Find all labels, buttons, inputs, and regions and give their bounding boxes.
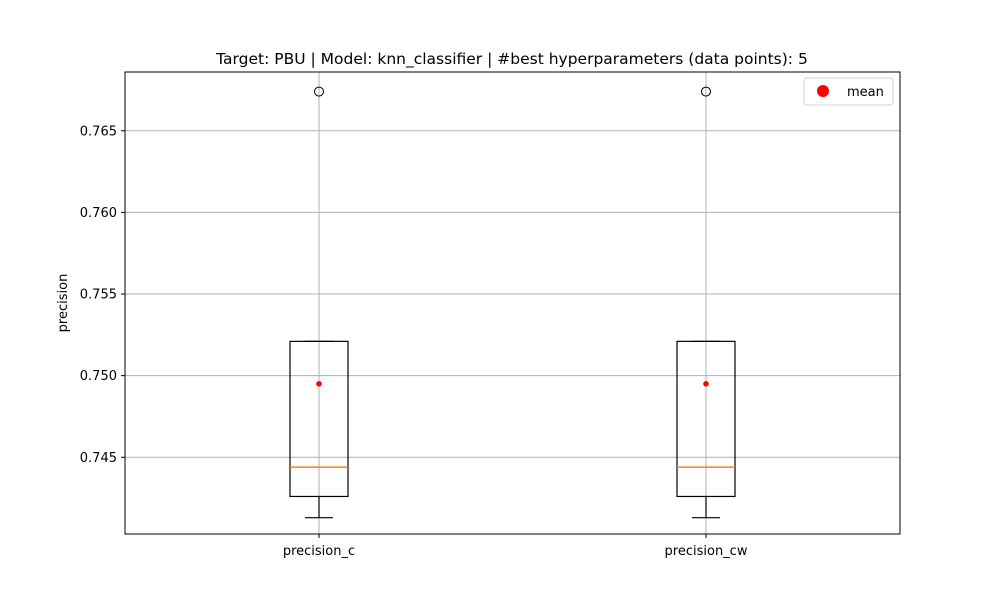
legend-frame [803,77,894,106]
outlier-point [314,86,324,97]
y-axis-label: precision [56,274,71,333]
chart-title: Target: PBU | Model: knn_classifier | #b… [215,50,808,69]
x-tick-label: precision_c [283,544,355,559]
outlier-point [701,86,711,97]
mean-point [703,381,709,387]
tick-layer: 0.745 0.750 0.755 0.760 0.765 precision_c prec… [80,124,748,559]
y-tick-label: 0.765 [80,124,117,139]
legend-mean-label: mean [847,85,884,100]
y-tick-label: 0.760 [80,206,117,221]
y-tick-label: 0.745 [80,451,117,466]
plot-area-frame [124,71,901,535]
box-precision_cw [676,86,736,519]
y-tick-label: 0.755 [80,288,117,303]
mean-point [316,381,322,387]
x-tick-label: precision_cw [665,544,748,559]
grid-layer [125,72,900,534]
legend-mean-marker [817,85,829,97]
y-tick-label: 0.750 [80,369,117,384]
box-precision_c [289,86,349,519]
legend: mean [803,77,894,106]
box-layer [289,86,736,519]
